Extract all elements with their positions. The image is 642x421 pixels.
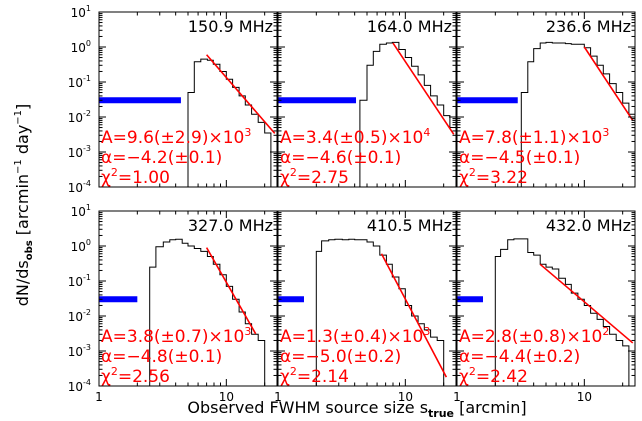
histogram-steps (517, 41, 635, 187)
x-tick-label: 10 (577, 390, 592, 404)
chart-panel: 236.6 MHz A=7.8(±1.1)×103α=−4.5(±0.1)χ2=3… (456, 11, 636, 188)
panel-frequency-label: 410.5 MHz (367, 216, 452, 235)
x-tick-label: 1 (453, 390, 461, 404)
panel-frequency-label: 236.6 MHz (546, 17, 631, 36)
x-axis-label: Observed FWHM source size strue [arcmin] (187, 398, 526, 420)
panel-frequency-label: 432.0 MHz (546, 216, 631, 235)
chart-panel: 10-4 10-3 10-2 10-1 100 101 1 10 327.0 MHz A=3.8(… (68, 203, 278, 404)
panel-frequency-label: 150.9 MHz (188, 17, 273, 36)
fit-slope-text: α=−4.8(±0.1) (101, 347, 222, 367)
fit-amplitude-text: A=3.4(±0.5)×104 (280, 126, 430, 148)
fit-amplitude-text: A=1.3(±0.4)×103 (280, 325, 430, 347)
fit-chi2-text: χ2=1.00 (101, 166, 170, 188)
y-tick-label: 10-4 (68, 378, 91, 394)
fit-chi2-text: χ2=2.42 (459, 365, 528, 387)
fit-slope-text: α=−5.0(±0.2) (280, 347, 401, 367)
x-tick-label: 10 (219, 390, 234, 404)
y-tick-label: 10-1 (68, 74, 91, 90)
chart-panel: 1 10 410.5 MHz A=1.3(±0.4)×103α=−5.0(±0.2)χ… (274, 210, 457, 404)
chart-panel: 164.0 MHz A=3.4(±0.5)×104α=−4.6(±0.1)χ2=2… (277, 11, 457, 188)
x-tick-label: 1 (274, 390, 282, 404)
panel-frequency-label: 164.0 MHz (367, 17, 452, 36)
y-tick-label: 100 (71, 39, 91, 55)
x-tick-label: 1 (95, 390, 103, 404)
fit-slope-text: α=−4.4(±0.2) (459, 347, 580, 367)
y-tick-label: 101 (71, 203, 91, 219)
y-tick-label: 100 (71, 238, 91, 254)
fit-amplitude-text: A=3.8(±0.7)×103 (101, 325, 251, 347)
power-law-fit-line (539, 263, 634, 344)
fit-slope-text: α=−4.2(±0.1) (101, 148, 222, 168)
power-law-fit-line (206, 54, 276, 134)
histogram-steps (180, 58, 277, 187)
histogram-steps (492, 238, 635, 386)
histogram-steps (313, 238, 456, 386)
fit-slope-text: α=−4.5(±0.1) (459, 148, 580, 168)
y-tick-label: 10-2 (68, 109, 91, 125)
chart-panel: 10-4 10-3 10-2 10-1 100 101 150.9 MHz A=9.6(±2.… (68, 4, 278, 195)
fit-chi2-text: χ2=2.75 (280, 166, 349, 188)
histogram-steps (356, 41, 456, 187)
power-law-fit-line (583, 46, 634, 121)
fit-amplitude-text: A=2.8(±0.8)×102 (459, 325, 609, 347)
fit-chi2-text: χ2=2.14 (280, 365, 349, 387)
histogram-steps (147, 238, 277, 386)
y-axis-label: dN/dsobs [arcmin−1 day−1] (13, 104, 35, 307)
power-law-fit-line (392, 42, 455, 135)
y-tick-label: 10-1 (68, 273, 91, 289)
power-law-fit-line (380, 253, 448, 378)
y-tick-label: 10-3 (68, 144, 91, 160)
fit-amplitude-text: A=7.8(±1.1)×103 (459, 126, 609, 148)
power-law-fit-line (205, 247, 257, 335)
y-tick-label: 10-3 (68, 343, 91, 359)
y-tick-label: 101 (71, 4, 91, 20)
fit-amplitude-text: A=9.6(±2.9)×103 (101, 126, 251, 148)
fit-slope-text: α=−4.6(±0.1) (280, 148, 401, 168)
y-tick-label: 10-2 (68, 308, 91, 324)
fit-chi2-text: χ2=2.56 (101, 365, 170, 387)
y-tick-label: 10-4 (68, 179, 91, 195)
panel-frequency-label: 327.0 MHz (188, 216, 273, 235)
chart-panel: 1 10 432.0 MHz A=2.8(±0.8)×102α=−4.4(±0.2)χ… (453, 210, 636, 404)
x-tick-label: 10 (398, 390, 413, 404)
fit-chi2-text: χ2=3.22 (459, 166, 528, 188)
